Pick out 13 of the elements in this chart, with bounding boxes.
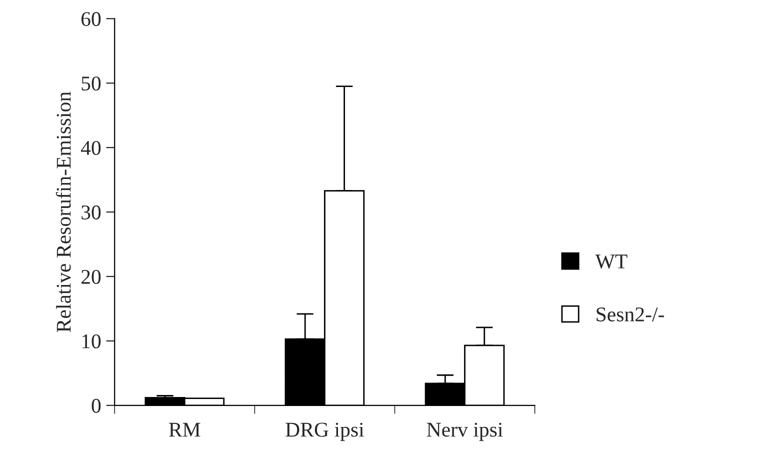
x-tick-label: RM bbox=[169, 422, 200, 437]
legend-label: Sesn2-/- bbox=[596, 307, 664, 322]
y-axis-title: Relative Resorufin-Emission bbox=[56, 92, 71, 332]
y-tick-label: 60 bbox=[81, 12, 101, 26]
x-tick-label: Nerv ipsi bbox=[426, 422, 503, 441]
y-tick-label: 50 bbox=[82, 76, 101, 91]
y-tick-label: 10 bbox=[82, 334, 101, 348]
legend-label: WT bbox=[595, 254, 628, 269]
x-tick-label: DRG ipsi bbox=[286, 422, 364, 441]
y-tick-label: 20 bbox=[81, 270, 101, 284]
y-tick-label: 40 bbox=[80, 140, 101, 155]
y-tick-label: 30 bbox=[82, 205, 101, 220]
y-tick-label: 0 bbox=[92, 398, 101, 413]
